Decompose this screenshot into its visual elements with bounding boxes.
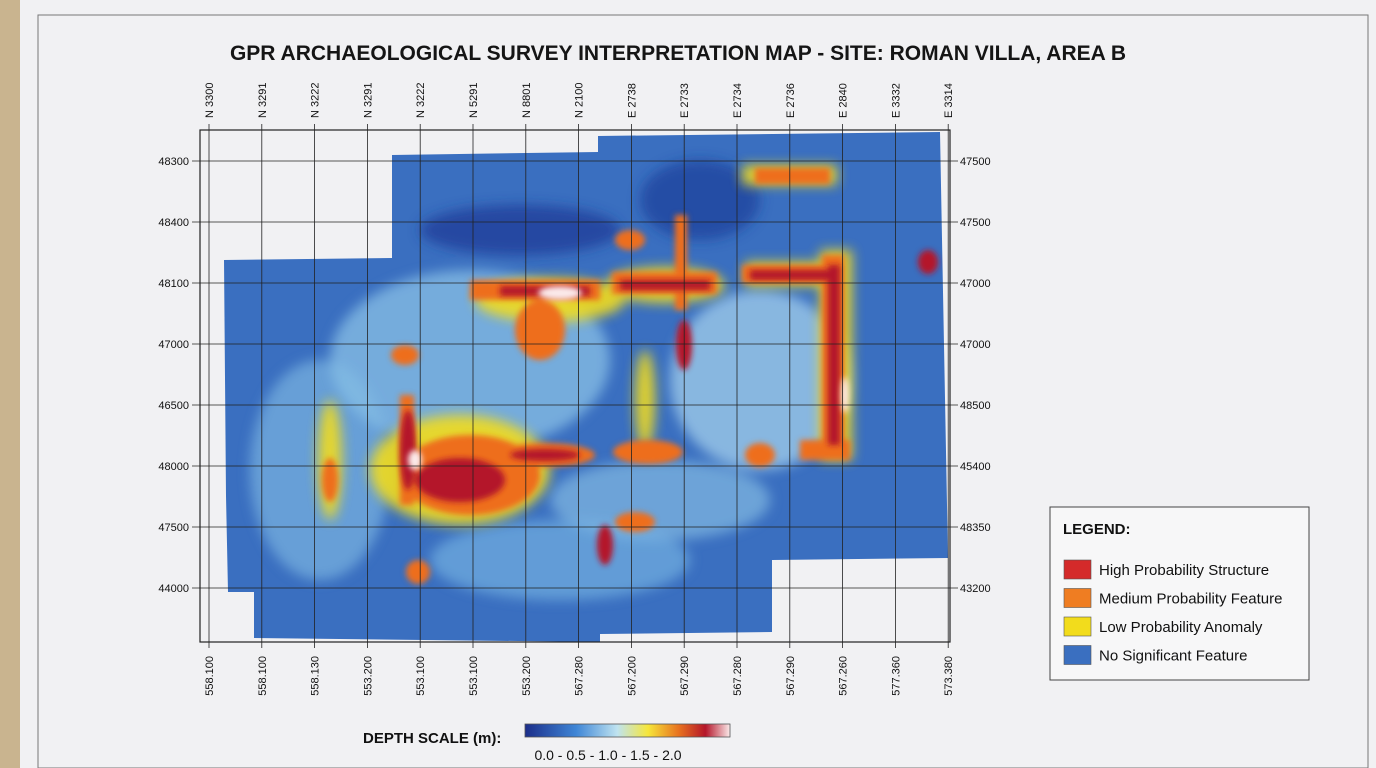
right-coordinate-label: 48350 <box>960 522 991 534</box>
left-coordinate-label: 48000 <box>158 461 189 473</box>
heatmap-peaks <box>408 286 849 470</box>
depth-scale-label: DEPTH SCALE (m): <box>363 730 501 747</box>
bottom-coordinate-label: 567.280 <box>574 656 586 696</box>
bottom-coordinate-label: 567.200 <box>626 656 638 696</box>
bottom-coordinate-label: 558.100 <box>204 656 216 696</box>
top-coordinate-label: E 2734 <box>732 83 744 118</box>
bottom-coordinate-label: 558.130 <box>310 656 322 696</box>
map-frame <box>199 129 951 643</box>
legend-label: Medium Probability Feature <box>1099 591 1282 608</box>
top-coordinate-label: N 3300 <box>204 83 216 118</box>
gpr-heatmap <box>224 132 948 642</box>
legend-label: No Significant Feature <box>1099 648 1247 665</box>
top-coordinate-label: E 2733 <box>679 83 691 118</box>
legend-swatch <box>1063 559 1092 580</box>
legend-items: High Probability Structure Medium Probabi… <box>1063 559 1282 665</box>
depth-scale-ticks: 0.0 - 0.5 - 1.0 - 1.5 - 2.0 <box>534 747 681 763</box>
left-coordinate-label: 44000 <box>158 583 189 595</box>
right-coordinate-label: 47000 <box>960 278 991 290</box>
top-coordinate-label: E 2840 <box>838 83 850 118</box>
left-coordinate-label: 46500 <box>158 400 189 412</box>
legend-label: High Probability Structure <box>1099 562 1269 579</box>
legend-label: Low Probability Anomaly <box>1099 619 1263 636</box>
left-coordinate-label: 47000 <box>158 339 189 351</box>
grid <box>192 124 958 648</box>
bottom-coordinate-label: 553.200 <box>521 656 533 696</box>
right-coordinate-label: 47500 <box>960 156 991 168</box>
right-coordinate-label: 45400 <box>960 461 991 473</box>
top-coordinate-label: N 3222 <box>415 83 427 118</box>
left-coordinate-label: 48400 <box>158 217 189 229</box>
sheet-border <box>37 14 1369 768</box>
legend-box <box>1049 506 1310 681</box>
heatmap-red <box>400 250 938 565</box>
bottom-coordinate-label: 567.260 <box>838 656 850 696</box>
legend-swatch <box>1063 588 1092 608</box>
legend: LEGEND: High Probability Structure Medium… <box>1049 506 1310 681</box>
left-coordinate-label: 48300 <box>158 156 189 168</box>
top-coordinate-label: N 3291 <box>257 83 269 118</box>
depth-scale: DEPTH SCALE (m): 0.0 - 0.5 - 1.0 - 1.5 -… <box>363 723 731 763</box>
bottom-coordinate-label: 553.100 <box>468 656 480 696</box>
bottom-coordinate-label: 567.290 <box>785 656 797 696</box>
left-coordinate-label: 47500 <box>158 522 189 534</box>
bottom-coordinate-label: 558.100 <box>257 656 269 696</box>
bottom-coordinate-label: 567.290 <box>679 656 691 696</box>
bottom-coordinate-label: 567.280 <box>732 656 744 696</box>
depth-gradient <box>524 723 731 738</box>
legend-title: LEGEND: <box>1063 521 1131 538</box>
right-coordinate-label: 47000 <box>960 339 991 351</box>
top-coordinate-label: N 3291 <box>362 83 374 118</box>
bottom-coordinate-label: 553.200 <box>362 656 374 696</box>
right-coordinate-label: 48500 <box>960 400 991 412</box>
right-coordinate-label: 47500 <box>960 217 991 229</box>
bottom-coordinate-label: 573.380 <box>943 656 955 696</box>
map-title: GPR ARCHAEOLOGICAL SURVEY INTERPRETATION… <box>230 42 1126 65</box>
coordinate-labels: N 3300 N 3291 N 3222 N 3291 N 3222 N 5291 N 88… <box>158 83 990 696</box>
top-coordinate-label: N 5291 <box>468 83 480 118</box>
top-coordinate-label: E 2738 <box>626 83 638 118</box>
top-coordinate-label: E 3332 <box>890 83 902 118</box>
top-coordinate-label: E 2736 <box>785 83 797 118</box>
top-coordinate-label: N 8801 <box>521 83 533 118</box>
top-coordinate-label: N 3222 <box>310 83 322 118</box>
legend-swatch <box>1063 645 1092 665</box>
bottom-coordinate-label: 553.100 <box>415 656 427 696</box>
top-coordinate-label: E 3314 <box>943 83 955 118</box>
left-coordinate-label: 48100 <box>158 278 189 290</box>
top-coordinate-label: N 2100 <box>574 83 586 118</box>
right-coordinate-label: 43200 <box>960 583 991 595</box>
bottom-coordinate-label: 577.360 <box>890 656 902 696</box>
legend-swatch <box>1063 616 1092 637</box>
